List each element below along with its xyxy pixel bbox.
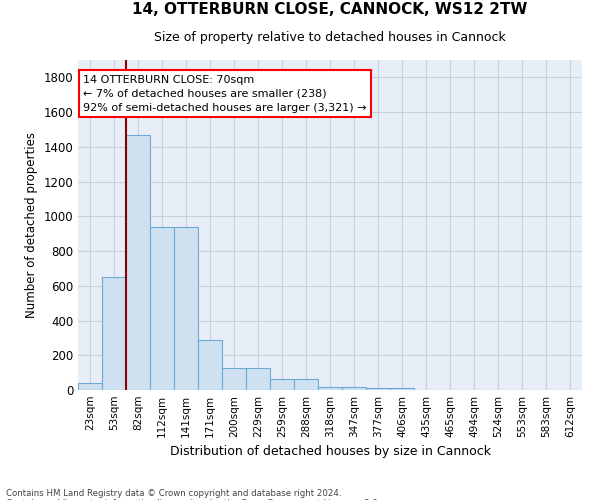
Bar <box>78 384 102 390</box>
Text: 14 OTTERBURN CLOSE: 70sqm
← 7% of detached houses are smaller (238)
92% of semi-: 14 OTTERBURN CLOSE: 70sqm ← 7% of detach… <box>83 75 367 113</box>
Bar <box>366 388 390 390</box>
Bar <box>174 226 198 390</box>
Text: 14, OTTERBURN CLOSE, CANNOCK, WS12 2TW: 14, OTTERBURN CLOSE, CANNOCK, WS12 2TW <box>133 2 527 17</box>
Bar <box>246 368 270 390</box>
Bar <box>150 226 174 390</box>
Bar <box>270 378 294 390</box>
Y-axis label: Number of detached properties: Number of detached properties <box>25 132 38 318</box>
Bar <box>342 386 366 390</box>
Bar <box>126 134 150 390</box>
Bar <box>390 388 414 390</box>
Bar <box>198 340 222 390</box>
Bar <box>318 386 342 390</box>
Bar <box>222 368 246 390</box>
Text: Size of property relative to detached houses in Cannock: Size of property relative to detached ho… <box>154 30 506 44</box>
Text: Contains HM Land Registry data © Crown copyright and database right 2024.: Contains HM Land Registry data © Crown c… <box>6 488 341 498</box>
X-axis label: Distribution of detached houses by size in Cannock: Distribution of detached houses by size … <box>170 446 491 458</box>
Bar <box>102 277 126 390</box>
Bar <box>294 378 318 390</box>
Text: Contains public sector information licensed under the Open Government Licence v3: Contains public sector information licen… <box>6 498 380 500</box>
